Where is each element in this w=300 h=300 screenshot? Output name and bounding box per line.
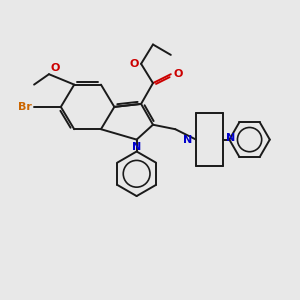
Text: N: N [226, 133, 235, 143]
Text: N: N [132, 142, 141, 152]
Text: Br: Br [18, 102, 32, 112]
Text: N: N [183, 135, 193, 145]
Text: O: O [50, 63, 60, 73]
Text: O: O [129, 59, 139, 69]
Text: O: O [173, 69, 183, 79]
